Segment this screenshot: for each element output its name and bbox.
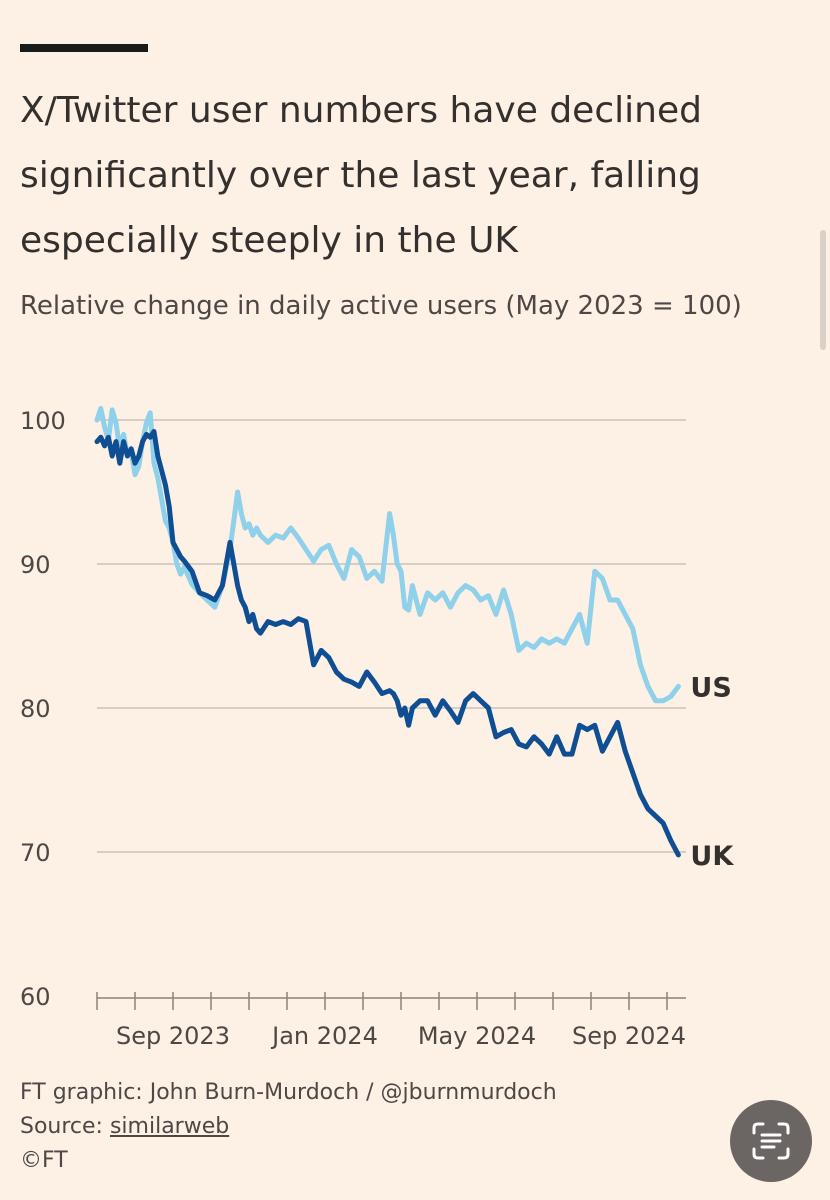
source-link[interactable]: similarweb — [109, 1114, 230, 1139]
y-tick-label: 90 — [20, 551, 51, 579]
gridlines — [97, 419, 686, 853]
x-tick-label: Sep 2023 — [116, 1022, 230, 1050]
x-axis: Sep 2023 Jan 2024 May 2024 Sep 2024 — [96, 992, 686, 1050]
series-label-uk: UK — [690, 841, 734, 872]
chart-title: X/Twitter user numbers have declined sig… — [20, 90, 702, 261]
source-prefix: Source: — [20, 1114, 110, 1139]
credit-line: FT graphic: John Burn-Murdoch / @jburnmu… — [20, 1080, 557, 1105]
chart-footer: FT graphic: John Burn-Murdoch / @jburnmu… — [20, 1076, 557, 1178]
x-tick-label: Sep 2024 — [572, 1022, 686, 1050]
series-lines — [94, 406, 681, 858]
x-tick-label: May 2024 — [418, 1022, 536, 1050]
copyright: ©FT — [20, 1148, 68, 1173]
x-tick-label: Jan 2024 — [270, 1022, 378, 1050]
y-axis-tick-labels: 60 70 80 90 100 — [20, 407, 66, 1011]
series-labels: US UK — [690, 672, 734, 871]
series-line-uk — [94, 429, 681, 858]
y-tick-label: 60 — [20, 983, 51, 1011]
source-line: Source: similarweb — [20, 1110, 557, 1144]
series-label-us: US — [690, 672, 731, 703]
y-tick-label: 80 — [20, 695, 51, 723]
series-line-us — [94, 406, 681, 704]
y-tick-label: 100 — [20, 407, 66, 435]
ft-header-rule — [20, 44, 148, 52]
live-text-icon — [752, 1122, 790, 1160]
text-scan-button[interactable] — [730, 1100, 812, 1182]
scrollbar-thumb[interactable] — [820, 230, 826, 350]
chart-subtitle: Relative change in daily active users (M… — [20, 291, 742, 321]
y-tick-label: 70 — [20, 839, 51, 867]
